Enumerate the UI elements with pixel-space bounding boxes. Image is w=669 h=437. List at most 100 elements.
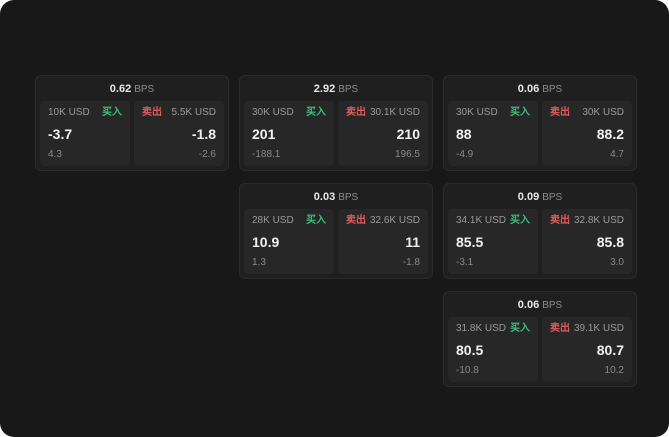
buy-size: 30K USD — [252, 107, 294, 118]
buy-panel[interactable]: 30K USD 买入 88 -4.9 — [448, 101, 538, 166]
quote-card: 0.62 BPS 10K USD 买入 -3.7 4.3 卖出 5.5K USD — [35, 75, 229, 171]
quote-card: 2.92 BPS 30K USD 买入 201 -188.1 卖出 30.1K U… — [239, 75, 433, 171]
sell-panel-top: 卖出 39.1K USD — [550, 323, 624, 334]
buy-delta: -10.8 — [456, 365, 479, 376]
spread-header: 0.06 BPS — [448, 80, 632, 101]
spread-unit: BPS — [542, 300, 563, 311]
buy-size: 31.8K USD — [456, 323, 507, 334]
buy-panel[interactable]: 34.1K USD 买入 85.5 -3.1 — [448, 209, 538, 274]
buy-panel-top: 30K USD 买入 — [252, 107, 326, 118]
sell-delta: 196.5 — [394, 149, 420, 160]
sell-delta: -2.6 — [198, 149, 216, 160]
buy-panel-top: 30K USD 买入 — [456, 107, 530, 118]
sell-size: 5.5K USD — [171, 107, 216, 118]
sell-panel[interactable]: 卖出 5.5K USD -1.8 -2.6 — [134, 101, 224, 166]
buy-size: 30K USD — [456, 107, 498, 118]
sell-panel[interactable]: 卖出 39.1K USD 80.7 10.2 — [542, 317, 632, 382]
sell-size: 30K USD — [582, 107, 624, 118]
buy-delta: -4.9 — [456, 149, 474, 160]
buy-panel[interactable]: 10K USD 买入 -3.7 4.3 — [40, 101, 130, 166]
spread-header: 0.62 BPS — [40, 80, 224, 101]
quote-panels: 34.1K USD 买入 85.5 -3.1 卖出 32.8K USD 85.8… — [448, 209, 632, 274]
buy-panel[interactable]: 28K USD 买入 10.9 1.3 — [244, 209, 334, 274]
buy-price: 88 — [456, 125, 472, 142]
sell-delta: -1.8 — [402, 257, 420, 268]
sell-panel-top: 卖出 32.6K USD — [346, 215, 420, 226]
spread-unit: BPS — [542, 84, 563, 95]
spread-value: 2.92 — [313, 83, 336, 95]
buy-label: 买入 — [102, 107, 122, 118]
sell-panel-top: 卖出 30.1K USD — [346, 107, 420, 118]
sell-panel-top: 卖出 30K USD — [550, 107, 624, 118]
sell-label: 卖出 — [550, 323, 570, 334]
sell-delta: 4.7 — [610, 149, 624, 160]
spread-value: 0.62 — [109, 83, 132, 95]
sell-panel[interactable]: 卖出 32.8K USD 85.8 3.0 — [542, 209, 632, 274]
buy-panel-top: 31.8K USD 买入 — [456, 323, 530, 334]
spread-header: 0.03 BPS — [244, 188, 428, 209]
buy-delta: 1.3 — [252, 257, 266, 268]
quote-panels: 10K USD 买入 -3.7 4.3 卖出 5.5K USD -1.8 -2.… — [40, 101, 224, 166]
sell-price: 11 — [405, 233, 420, 250]
sell-price: 85.8 — [596, 233, 624, 250]
spread-value: 0.06 — [517, 83, 540, 95]
buy-price: 80.5 — [456, 341, 484, 358]
sell-panel[interactable]: 卖出 30K USD 88.2 4.7 — [542, 101, 632, 166]
quote-card: 0.06 BPS 30K USD 买入 88 -4.9 卖出 30K USD — [443, 75, 637, 171]
buy-price: -3.7 — [48, 125, 73, 142]
spread-unit: BPS — [542, 192, 563, 203]
sell-label: 卖出 — [142, 107, 162, 118]
spread-value: 0.06 — [517, 299, 540, 311]
spread-value: 0.09 — [517, 191, 540, 203]
quote-panels: 30K USD 买入 88 -4.9 卖出 30K USD 88.2 4.7 — [448, 101, 632, 166]
sell-panel-top: 卖出 32.8K USD — [550, 215, 624, 226]
quote-grid: 0.62 BPS 10K USD 买入 -3.7 4.3 卖出 5.5K USD — [35, 75, 637, 387]
buy-panel[interactable]: 30K USD 买入 201 -188.1 — [244, 101, 334, 166]
spread-value: 0.03 — [313, 191, 336, 203]
sell-price: 210 — [396, 125, 420, 142]
sell-price: -1.8 — [191, 125, 216, 142]
quote-card: 0.06 BPS 31.8K USD 买入 80.5 -10.8 卖出 39.1K… — [443, 291, 637, 387]
sell-label: 卖出 — [550, 215, 570, 226]
buy-price: 201 — [252, 125, 276, 142]
sell-size: 32.8K USD — [573, 215, 624, 226]
sell-panel[interactable]: 卖出 32.6K USD 11 -1.8 — [338, 209, 428, 274]
sell-size: 39.1K USD — [573, 323, 624, 334]
spread-header: 0.09 BPS — [448, 188, 632, 209]
buy-label: 买入 — [510, 323, 530, 334]
buy-delta: -3.1 — [456, 257, 474, 268]
buy-label: 买入 — [306, 215, 326, 226]
spread-unit: BPS — [338, 192, 359, 203]
buy-panel-top: 34.1K USD 买入 — [456, 215, 530, 226]
spread-unit: BPS — [134, 84, 155, 95]
sell-size: 32.6K USD — [369, 215, 420, 226]
sell-label: 卖出 — [346, 107, 366, 118]
buy-delta: 4.3 — [48, 149, 62, 160]
spread-unit: BPS — [338, 84, 359, 95]
quote-card: 0.03 BPS 28K USD 买入 10.9 1.3 卖出 32.6K USD — [239, 183, 433, 279]
buy-size: 10K USD — [48, 107, 90, 118]
spread-header: 2.92 BPS — [244, 80, 428, 101]
sell-panel-top: 卖出 5.5K USD — [142, 107, 216, 118]
sell-size: 30.1K USD — [369, 107, 420, 118]
buy-size: 34.1K USD — [456, 215, 507, 226]
spread-header: 0.06 BPS — [448, 296, 632, 317]
sell-price: 88.2 — [596, 125, 624, 142]
sell-panel[interactable]: 卖出 30.1K USD 210 196.5 — [338, 101, 428, 166]
buy-label: 买入 — [510, 215, 530, 226]
buy-label: 买入 — [510, 107, 530, 118]
buy-panel[interactable]: 31.8K USD 买入 80.5 -10.8 — [448, 317, 538, 382]
sell-label: 卖出 — [346, 215, 366, 226]
buy-panel-top: 10K USD 买入 — [48, 107, 122, 118]
buy-size: 28K USD — [252, 215, 294, 226]
sell-price: 80.7 — [596, 341, 624, 358]
sell-label: 卖出 — [550, 107, 570, 118]
buy-label: 买入 — [306, 107, 326, 118]
buy-price: 10.9 — [252, 233, 280, 250]
quote-panels: 31.8K USD 买入 80.5 -10.8 卖出 39.1K USD 80.… — [448, 317, 632, 382]
sell-delta: 10.2 — [604, 365, 624, 376]
buy-panel-top: 28K USD 买入 — [252, 215, 326, 226]
sell-delta: 3.0 — [610, 257, 624, 268]
quote-panels: 28K USD 买入 10.9 1.3 卖出 32.6K USD 11 -1.8 — [244, 209, 428, 274]
